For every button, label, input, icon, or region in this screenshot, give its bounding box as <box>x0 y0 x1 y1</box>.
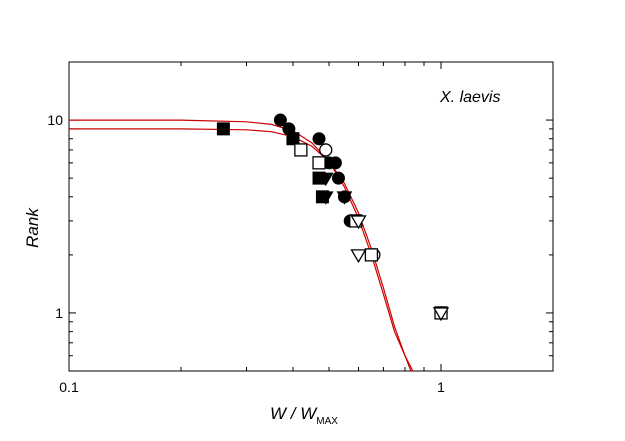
data-point-filled-circle <box>331 171 345 185</box>
data-point-open-triangle <box>350 249 367 264</box>
x-axis-title: W / WMAX <box>270 404 338 427</box>
data-point-open-square <box>312 156 326 170</box>
fit-curves <box>69 119 414 372</box>
data-point-filled-circle <box>312 132 326 146</box>
data-point-open-square <box>294 143 308 157</box>
data-point-filled-triangle <box>317 172 334 187</box>
y-tick-label: 10 <box>47 112 63 128</box>
data-point-open-square <box>364 248 379 262</box>
data-point-open-triangle <box>432 307 450 322</box>
fit-curve <box>69 119 412 372</box>
data-point-filled-circle <box>328 156 342 170</box>
data-point-open-circle <box>319 143 333 157</box>
axis-tick-labels: 0.1 1 1 10 <box>47 112 445 395</box>
x-axis-title-subscript: MAX <box>316 416 338 427</box>
data-points <box>216 113 450 322</box>
data-point-open-triangle <box>350 215 367 230</box>
axis-ticks <box>68 61 554 372</box>
plot-frame <box>68 61 554 372</box>
y-axis-title: Rank <box>23 207 42 248</box>
data-point-filled-triangle <box>336 191 353 205</box>
data-point-filled-square <box>286 132 300 146</box>
data-point-filled-square <box>216 122 230 136</box>
annotation-species: X. laevis <box>439 89 500 106</box>
data-point-filled-triangle <box>317 191 334 205</box>
y-tick-label: 1 <box>55 305 63 321</box>
x-tick-label: 0.1 <box>59 379 79 395</box>
x-tick-label: 1 <box>437 379 445 395</box>
x-axis-title-main: W / W <box>270 404 318 423</box>
data-point-filled-circle <box>273 113 287 127</box>
